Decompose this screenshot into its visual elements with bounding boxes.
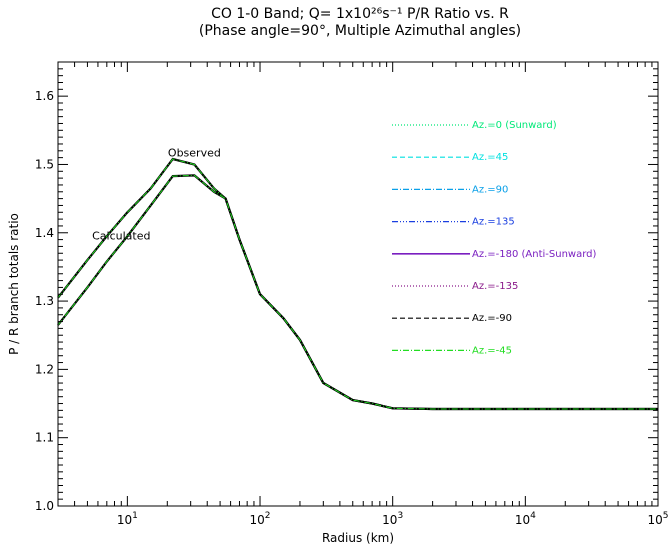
x-tick-label: 105 [647,511,668,527]
legend-entry: Az.=-45 [472,345,512,356]
annotation-calculated: Calculated [92,230,150,243]
calculated-curve-overlay [57,174,658,410]
legend-entry: Az.=0 (Sunward) [472,120,557,131]
legend-entry: Az.=-90 [472,313,512,324]
calculated-curve [57,174,658,411]
x-tick-label: 104 [515,511,536,527]
plot-curves [57,157,658,411]
chart-title-line2: (Phase angle=90°, Multiple Azimuthal ang… [199,23,521,39]
legend-entry: Az.=135 [472,217,515,228]
x-tick-label: 102 [250,511,271,527]
annotation-observed: Observed [168,146,221,159]
annotations: Observed Calculated [92,146,221,242]
x-axis-ticks: 101 102 103 104 105 [57,62,669,527]
y-tick-label: 1.3 [35,294,54,308]
legend-entry: Az.=45 [472,152,508,163]
y-tick-label: 1.0 [35,499,54,513]
y-axis-label: P / R branch totals ratio [7,213,21,355]
y-tick-label: 1.6 [35,89,54,103]
legend-entry: Az.=-180 (Anti-Sunward) [472,249,597,260]
x-axis-label: Radius (km) [322,531,394,545]
chart-title-line1: CO 1-0 Band; Q= 1x10²⁶s⁻¹ P/R Ratio vs. … [211,6,509,22]
x-tick-label: 101 [117,511,138,527]
y-tick-label: 1.4 [35,226,54,240]
x-tick-label: 103 [382,511,403,527]
legend: Az.=0 (Sunward) Az.=45 Az.=90 Az.=135 Az.=-1… [392,120,597,356]
observed-curve-overlay [57,158,658,410]
y-tick-label: 1.2 [35,362,54,376]
plot-frame [57,61,659,507]
y-axis-ticks: 1.0 1.1 1.2 1.3 1.4 1.5 1.6 [35,61,658,513]
y-tick-label: 1.5 [35,157,54,171]
legend-entry: Az.=90 [472,184,508,195]
observed-curve [57,157,658,411]
y-tick-label: 1.1 [35,431,54,445]
legend-entry: Az.=-135 [472,281,518,292]
